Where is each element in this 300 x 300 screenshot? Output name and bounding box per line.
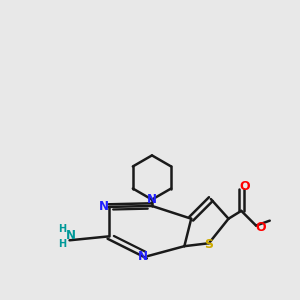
Text: O: O [255,220,266,233]
Text: H: H [58,239,66,249]
Text: S: S [204,238,213,251]
Text: O: O [239,180,250,193]
Text: N: N [66,230,76,242]
Text: N: N [98,200,109,213]
Text: H: H [58,224,66,234]
Text: N: N [138,250,148,262]
Text: N: N [147,193,157,206]
